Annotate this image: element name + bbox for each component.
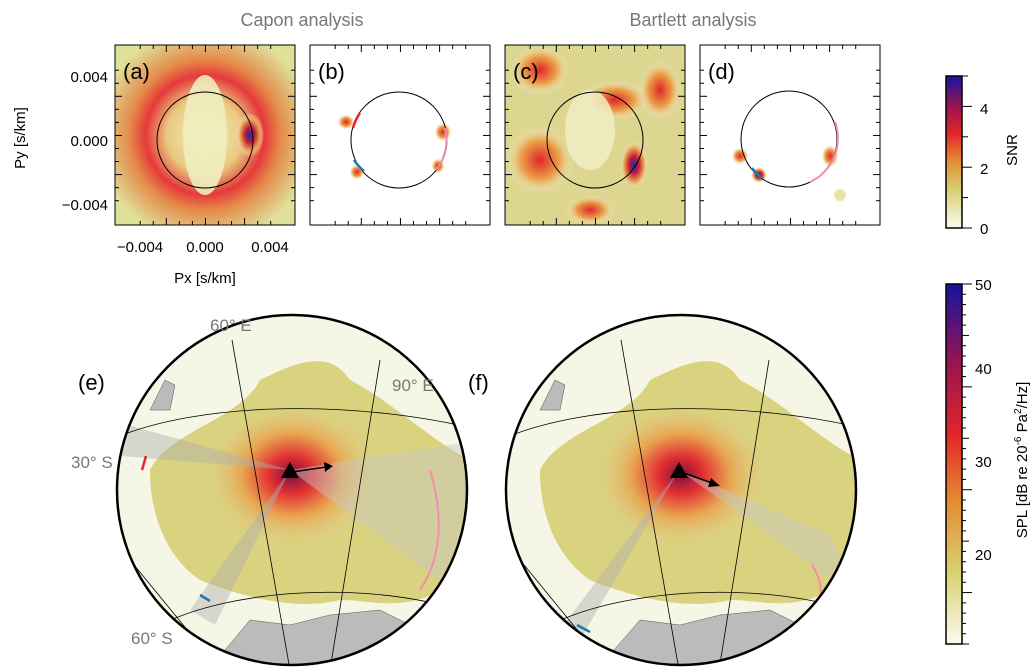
- panel-d-heatmap: [700, 45, 880, 225]
- y-axis-label: Py [s/km]: [12, 107, 29, 169]
- panel-d-blob-3: [821, 144, 839, 168]
- panel-b-pink-arc: [435, 127, 448, 171]
- panel-e-parallel-30: [117, 408, 467, 441]
- map-label-30s: 30° S: [71, 453, 113, 472]
- panel-c-peak: [620, 141, 648, 189]
- panel-f-arrow-head: [708, 478, 720, 487]
- colorbar-spl-bar: [945, 283, 963, 645]
- panel-c-light: [565, 90, 615, 170]
- colorbar-snr-ticks: [962, 75, 972, 229]
- map-label-60s: 60° S: [131, 629, 173, 648]
- colorbar-snr-tick-0: 0: [980, 221, 988, 238]
- map-label-90e: 90° E: [392, 376, 434, 395]
- panel-b-heatmap: [310, 45, 490, 225]
- panel-e-arrow-line: [291, 466, 327, 473]
- colorbar-spl-tick-20: 20: [975, 547, 992, 564]
- panel-c-hot-4: [638, 60, 682, 120]
- spl-label-sup2: 2: [1013, 408, 1024, 414]
- panel-e-pink-arc: [419, 469, 440, 591]
- panel-e-station-triangle: [281, 462, 299, 478]
- panel-b-blob-2: [434, 122, 452, 142]
- panel-label-a: (a): [123, 59, 150, 84]
- colorbar-snr: 4 2 0 SNR: [945, 75, 1021, 238]
- panel-c-slowness-circle: [546, 91, 644, 189]
- ytick-3: −0.004: [62, 197, 108, 214]
- panel-e-meridian-60: [231, 339, 291, 665]
- panel-c-hot-5: [565, 195, 615, 225]
- panel-e-arrow-head: [324, 462, 333, 472]
- map-label-60e: 60° E: [210, 316, 252, 335]
- panel-label-f: (f): [468, 370, 489, 395]
- panel-d-blue-arc: [750, 167, 763, 180]
- colorbar-spl-tick-40: 40: [975, 361, 992, 378]
- panel-f-arrow-line: [680, 471, 713, 484]
- panel-b-blue-arc: [352, 159, 365, 172]
- panel-f-blue-marker: [576, 623, 591, 634]
- panel-c-hot-2: [505, 125, 575, 195]
- spl-label-c: /Hz]: [1014, 382, 1031, 409]
- panel-f: (f): [468, 313, 858, 667]
- panel-a-center: [183, 75, 227, 195]
- panel-a-slowness-circle: [156, 91, 254, 189]
- panel-e-blue-marker: [199, 593, 211, 603]
- panel-f-landmass-west: [539, 379, 566, 411]
- ytick-2: 0.000: [70, 133, 108, 150]
- colorbar-snr-bar: [945, 75, 963, 229]
- panel-f-parallel-60: [549, 591, 851, 626]
- title-bartlett: Bartlett analysis: [629, 10, 756, 30]
- panel-e-beam-southwest: [190, 470, 290, 625]
- xtick-2: 0.000: [186, 239, 224, 256]
- colorbar-snr-label: SNR: [1004, 134, 1021, 166]
- panel-b-blob-1: [337, 114, 355, 130]
- panel-d-slowness-circle: [740, 90, 838, 188]
- title-capon: Capon analysis: [240, 10, 363, 30]
- panel-c-hot-1: [510, 45, 570, 95]
- panel-e-landmass-west: [149, 379, 176, 411]
- panel-label-e: (e): [78, 370, 105, 395]
- spl-label-a: SPL [dB re 20: [1014, 445, 1031, 538]
- colorbar-spl-tick-30: 30: [975, 454, 992, 471]
- panel-d: (d): [699, 44, 881, 226]
- colorbar-snr-tick-4: 4: [980, 101, 988, 118]
- panel-e-parallel-60: [159, 591, 461, 626]
- xtick-1: −0.004: [117, 239, 163, 256]
- panel-label-c: (c): [513, 59, 539, 84]
- spl-label-sup1: -6: [1013, 436, 1024, 445]
- panel-e: (e) 60° E 90° E 30° S 60° S: [71, 313, 469, 667]
- panel-f-parallel-30: [506, 408, 856, 441]
- panel-b: (b): [309, 44, 491, 226]
- colorbar-spl-label: SPL [dB re 20-6 Pa2/Hz]: [1013, 382, 1031, 539]
- panel-e-red-marker: [140, 455, 148, 471]
- panel-e-beam-west: [117, 420, 290, 470]
- panel-d-blob-4: [834, 189, 846, 201]
- panel-label-b: (b): [318, 59, 345, 84]
- panel-d-pink-arc: [809, 121, 839, 183]
- panel-a: (a): [114, 44, 296, 226]
- xtick-3: 0.004: [251, 239, 289, 256]
- colorbar-snr-tick-2: 2: [980, 161, 988, 178]
- colorbar-spl: 50 40 30 20 SPL [dB re 20-6 Pa2/Hz]: [945, 277, 1031, 645]
- panel-c: (c): [504, 44, 686, 226]
- panel-ticks: [115, 45, 880, 225]
- panel-f-border: [504, 313, 858, 667]
- spl-label-b: Pa: [1014, 413, 1031, 436]
- ytick-1: 0.004: [70, 69, 108, 86]
- colorbar-spl-tick-50: 50: [975, 277, 992, 294]
- panel-label-d: (d): [708, 59, 735, 84]
- colorbar-spl-ticks: [962, 283, 972, 645]
- panel-f-meridian-60: [620, 339, 680, 665]
- panel-f-beam-southwest: [560, 470, 679, 640]
- panel-a-peak: [236, 113, 264, 157]
- panel-f-station-triangle: [670, 462, 688, 478]
- panel-f-beam-east: [679, 470, 856, 600]
- panel-e-border: [115, 313, 469, 667]
- panel-d-blob-1: [731, 147, 749, 165]
- panel-b-red-arc: [351, 112, 362, 129]
- x-axis-label: Px [s/km]: [174, 270, 236, 287]
